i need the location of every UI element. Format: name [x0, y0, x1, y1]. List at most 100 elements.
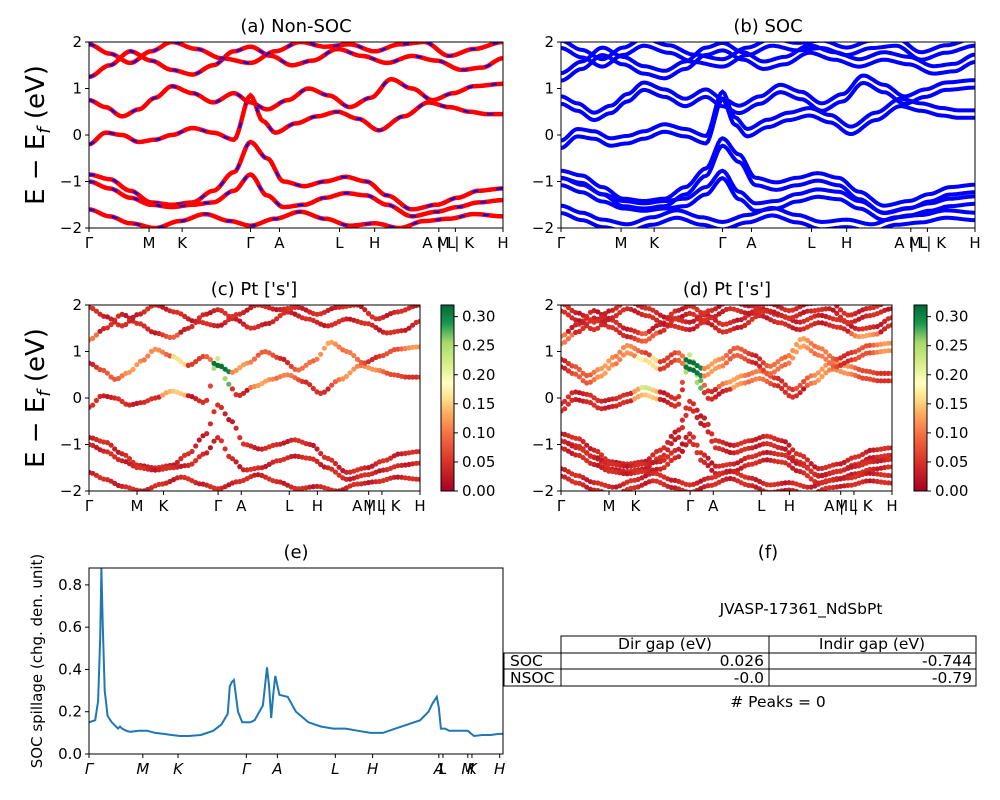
band-point [565, 312, 572, 318]
band-point [709, 467, 715, 473]
band-point [683, 369, 689, 375]
band-point [665, 461, 671, 467]
band-point [804, 473, 811, 479]
band-point [218, 308, 224, 314]
xtick-label: L [331, 760, 339, 778]
band-point [757, 363, 763, 369]
band-point [196, 315, 202, 321]
band-point [185, 451, 191, 457]
xtick-label: Γ [85, 760, 95, 778]
colorbar-tick-label: 0.30 [935, 308, 968, 326]
band-point [141, 309, 147, 315]
band-point [889, 340, 892, 346]
band-point [679, 387, 686, 393]
band-point [885, 340, 891, 346]
band-point [782, 439, 788, 445]
band-point [189, 461, 195, 467]
band-point [720, 305, 726, 307]
band-point [226, 381, 232, 387]
band-point [683, 489, 689, 491]
band-point [804, 484, 811, 490]
xtick-label: A [271, 760, 282, 778]
band-point [817, 305, 820, 306]
band-point [310, 442, 316, 448]
xtick-label: M | K [909, 234, 948, 252]
band-point [690, 434, 697, 440]
band-point [332, 460, 338, 467]
xtick-label: A | L [894, 234, 928, 252]
band-point [797, 382, 803, 388]
band-point [207, 357, 213, 363]
xtick-label: L [757, 497, 766, 515]
band-point [321, 389, 327, 395]
band-line-soc [561, 136, 975, 208]
xtick-label: A [274, 234, 285, 252]
band-point [690, 326, 697, 332]
band-point [889, 299, 894, 304]
xtick-label: M | K [835, 497, 874, 515]
band-point [204, 397, 210, 403]
band-point [801, 462, 807, 469]
colorbar-tick-label: 0.10 [935, 424, 968, 442]
band-point [809, 492, 814, 497]
band-point [786, 442, 792, 448]
band-point [698, 385, 704, 391]
band-point [889, 480, 892, 486]
band-point [402, 374, 408, 380]
band-point [790, 347, 796, 354]
spillage-curve-group [89, 568, 503, 738]
panel-e-title: (e) [283, 542, 308, 563]
band-point [716, 305, 722, 309]
band-point [229, 456, 235, 462]
band-point [108, 316, 114, 322]
band-point [889, 370, 892, 376]
band-point [727, 356, 733, 362]
band-point [141, 357, 147, 363]
band-point [801, 491, 806, 496]
band-point [222, 446, 228, 452]
band-point [90, 305, 96, 312]
col-indir-gap: Indir gap (eV) [819, 635, 925, 653]
band-point [694, 442, 700, 448]
band-point [613, 305, 619, 311]
xtick-label: K [177, 234, 188, 252]
band-point [314, 356, 320, 362]
band-point [882, 370, 888, 376]
band-point [595, 309, 601, 315]
band-point [123, 312, 129, 319]
band-point [211, 409, 217, 415]
band-point [639, 392, 645, 398]
xtick-label: A | L [422, 234, 456, 252]
band-point [229, 386, 235, 392]
band-point [587, 400, 594, 406]
panel-c-title: (c) Pt ['s'] [211, 279, 298, 300]
band-point [746, 319, 752, 326]
band-point [115, 375, 121, 382]
band-point [417, 374, 420, 380]
band-point [746, 310, 752, 316]
band-point [823, 349, 829, 355]
band-point [565, 328, 572, 334]
band-point [716, 311, 722, 317]
band-point [126, 369, 133, 375]
panel-e-plot: 0.00.20.40.60.8Γ M K Γ A L H AL MK H [58, 567, 505, 778]
band-line-soc [561, 42, 966, 62]
band-point [573, 371, 579, 377]
band-point [417, 318, 420, 324]
band-point [587, 379, 594, 385]
band-point [410, 322, 416, 328]
band-point [679, 379, 686, 385]
band-point [639, 384, 645, 391]
axes-frame [88, 567, 504, 755]
band-point [167, 465, 173, 471]
band-point [723, 352, 730, 358]
band-point [318, 461, 324, 468]
ytick-label: 1 [72, 343, 82, 361]
band-point [885, 480, 891, 486]
band-point [676, 350, 682, 356]
band-point [701, 382, 708, 388]
band-point [251, 356, 258, 362]
band-point [595, 448, 601, 455]
band-point [823, 299, 828, 304]
band-point [775, 366, 781, 372]
